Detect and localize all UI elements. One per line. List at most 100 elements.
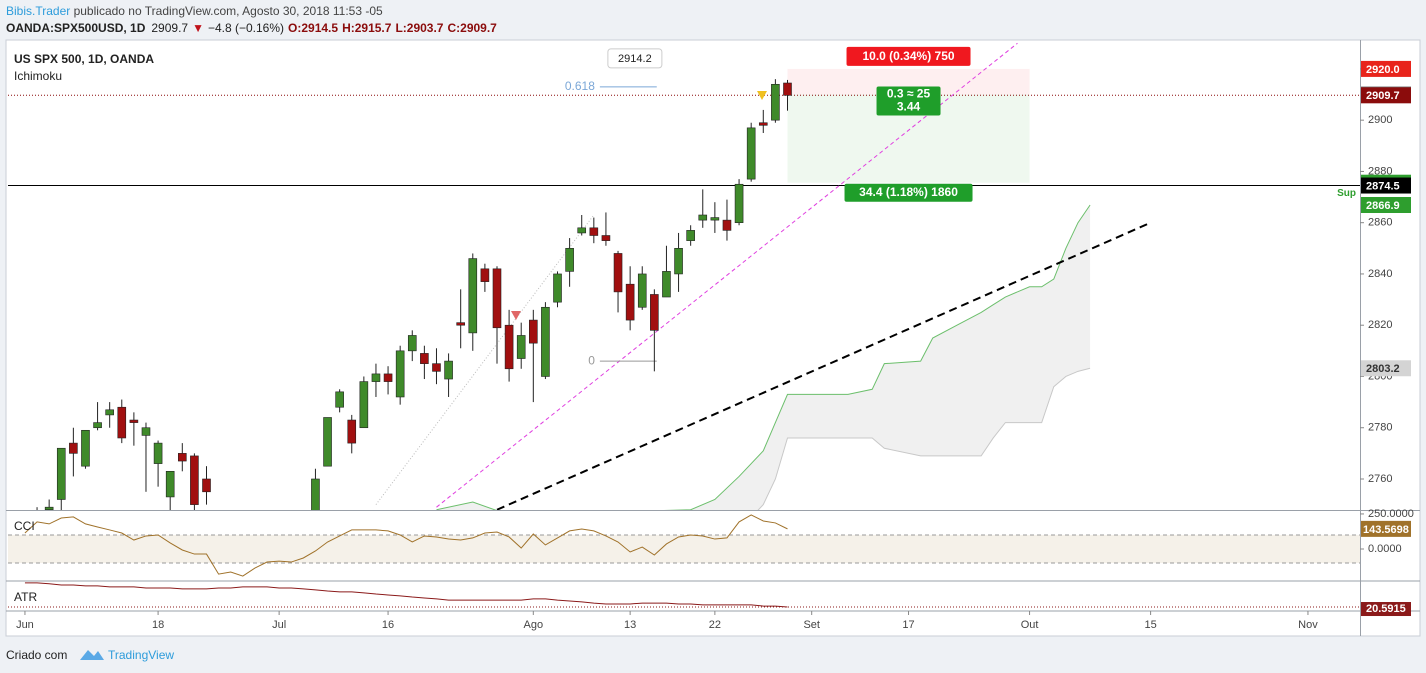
candle-body — [81, 429, 90, 467]
stop-label: 34.4 (1.18%) 1860 — [859, 185, 958, 199]
open: O:2914.5 — [288, 21, 338, 35]
trendline — [496, 221, 1152, 510]
candle-body — [504, 324, 514, 370]
info-label: 3.44 — [897, 100, 921, 114]
candle-body — [662, 271, 671, 298]
change: −4.8 (−0.16%) — [208, 21, 284, 35]
ichimoku-span-a — [436, 204, 1091, 510]
candle-body — [637, 273, 647, 308]
candle-body — [335, 391, 344, 408]
y-tick-label: 2760 — [1368, 473, 1392, 485]
candle-body — [783, 82, 792, 96]
cci-line — [24, 514, 788, 577]
candle-body — [686, 230, 695, 241]
candle-body — [153, 442, 163, 464]
support-label: Sup — [1337, 188, 1356, 199]
candle-body — [383, 373, 393, 382]
y-tick-label: 2900 — [1368, 114, 1392, 126]
cci-tick-label: 0.0000 — [1368, 543, 1402, 555]
x-tick-label: 18 — [152, 619, 164, 631]
candle-body — [577, 227, 587, 234]
candle-body — [625, 283, 635, 321]
candle-body — [613, 253, 623, 293]
chart-area — [5, 39, 1421, 637]
candle-body — [311, 478, 320, 510]
x-tick-label: 15 — [1144, 619, 1156, 631]
x-tick-label: Ago — [524, 619, 544, 631]
y-tick-label: 2780 — [1368, 422, 1392, 434]
made-with: Criado com — [6, 648, 67, 662]
candle-body — [407, 335, 417, 352]
x-tick-label: Nov — [1298, 619, 1318, 631]
author[interactable]: Bibis.Trader — [6, 4, 70, 18]
candle-body — [190, 455, 199, 505]
candle-body — [529, 319, 538, 344]
last: 2909.7 — [151, 21, 188, 35]
candle-body — [492, 268, 502, 329]
main-pane: 0.618 0 2914.2 10.0 (0.34%) 750 34.4 (1.18%)… — [8, 42, 1360, 510]
info-label: 0.3 ≈ 25 — [887, 87, 931, 101]
candle-body — [698, 214, 708, 221]
candle-body — [117, 406, 127, 439]
low: L:2903.7 — [395, 21, 443, 35]
candle-body — [746, 127, 756, 180]
price-badge — [1361, 177, 1411, 194]
x-tick-label: Out — [1021, 619, 1039, 631]
brand[interactable]: TradingView — [108, 648, 174, 662]
y-tick-label: 2840 — [1368, 268, 1392, 280]
high: H:2915.7 — [342, 21, 392, 35]
target-label-box — [846, 46, 971, 66]
axes: 276027802800282028402860288029002920Jun1… — [16, 60, 1414, 631]
price-badge — [1361, 60, 1411, 77]
price-badge — [1361, 197, 1411, 214]
candle-body — [323, 417, 332, 467]
candle-body — [674, 248, 683, 275]
candle-body — [432, 363, 441, 372]
price-badge — [1361, 360, 1411, 377]
candle-body — [141, 427, 151, 436]
atr-badge — [1361, 602, 1411, 617]
symbol: OANDA:SPX500USD, 1D — [6, 21, 146, 35]
price-badge-label: 2920.0 — [1366, 64, 1400, 76]
candle-body — [771, 83, 780, 121]
quote-line: OANDA:SPX500USD, 1D 2909.7 ▼ −4.8 (−0.16%) O… — [6, 21, 497, 35]
fib-ratio: 0 — [588, 353, 595, 367]
x-tick-label: 13 — [624, 619, 636, 631]
target-label: 10.0 (0.34%) 750 — [862, 49, 954, 63]
arrow: ▼ — [192, 21, 204, 35]
candle-body — [516, 335, 526, 359]
trendline — [375, 214, 595, 505]
candle-body — [541, 306, 550, 377]
price-badge — [1361, 87, 1411, 104]
cci-pane — [8, 514, 1360, 577]
signal-marker — [511, 311, 521, 320]
cci-label: CCI — [14, 519, 35, 533]
candle-body — [177, 453, 187, 462]
candle-body — [202, 478, 211, 493]
x-tick-label: 22 — [709, 619, 721, 631]
indicator-label: Ichimoku — [14, 69, 62, 83]
candle-body — [710, 217, 720, 221]
candle-body — [444, 360, 453, 380]
cci-badge-label: 143.5698 — [1363, 524, 1409, 536]
cci-tick-label: 250.0000 — [1368, 508, 1414, 520]
ichimoku-span-b — [757, 367, 1091, 510]
price-badge-label: 2909.7 — [1366, 90, 1400, 102]
price-badge-label: 2803.2 — [1366, 363, 1400, 375]
candle-body — [44, 506, 54, 510]
candle-body — [553, 273, 562, 303]
atr-pane — [8, 582, 1360, 608]
y-tick-label: 2860 — [1368, 217, 1392, 229]
candle-body — [165, 470, 175, 498]
candle-body — [589, 227, 599, 236]
cci-band — [8, 534, 1360, 564]
publish-line: Bibis.Trader publicado no TradingView.co… — [6, 4, 383, 18]
candle-body — [420, 353, 429, 364]
atr-label: ATR — [14, 590, 37, 604]
candle-body — [371, 373, 381, 382]
signal-marker — [757, 91, 767, 100]
candle-body — [601, 235, 611, 241]
x-tick-label: Jun — [16, 619, 34, 631]
candle-body — [359, 381, 369, 429]
